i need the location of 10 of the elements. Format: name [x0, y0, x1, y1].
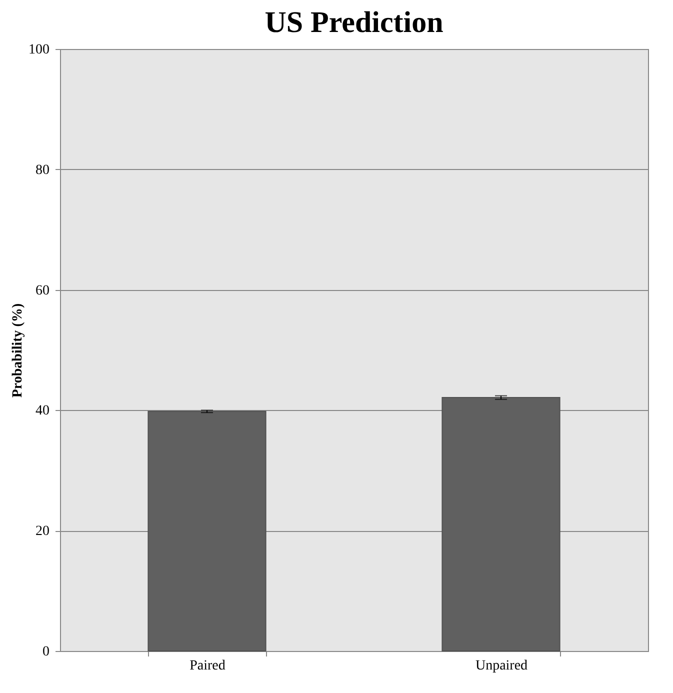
chart-title: US Prediction: [264, 6, 444, 39]
y-tick-label: 100: [28, 42, 50, 58]
y-tick-label: 80: [36, 162, 50, 178]
x-tick-label: Unpaired: [475, 658, 528, 674]
y-tick-label: 20: [36, 524, 50, 540]
x-tick-label: Paired: [190, 658, 226, 674]
y-tick-label: 0: [42, 644, 50, 660]
y-tick-label: 60: [36, 283, 50, 298]
y-tick-label: 40: [36, 404, 50, 419]
y-axis-title: Probability (%): [10, 303, 26, 398]
